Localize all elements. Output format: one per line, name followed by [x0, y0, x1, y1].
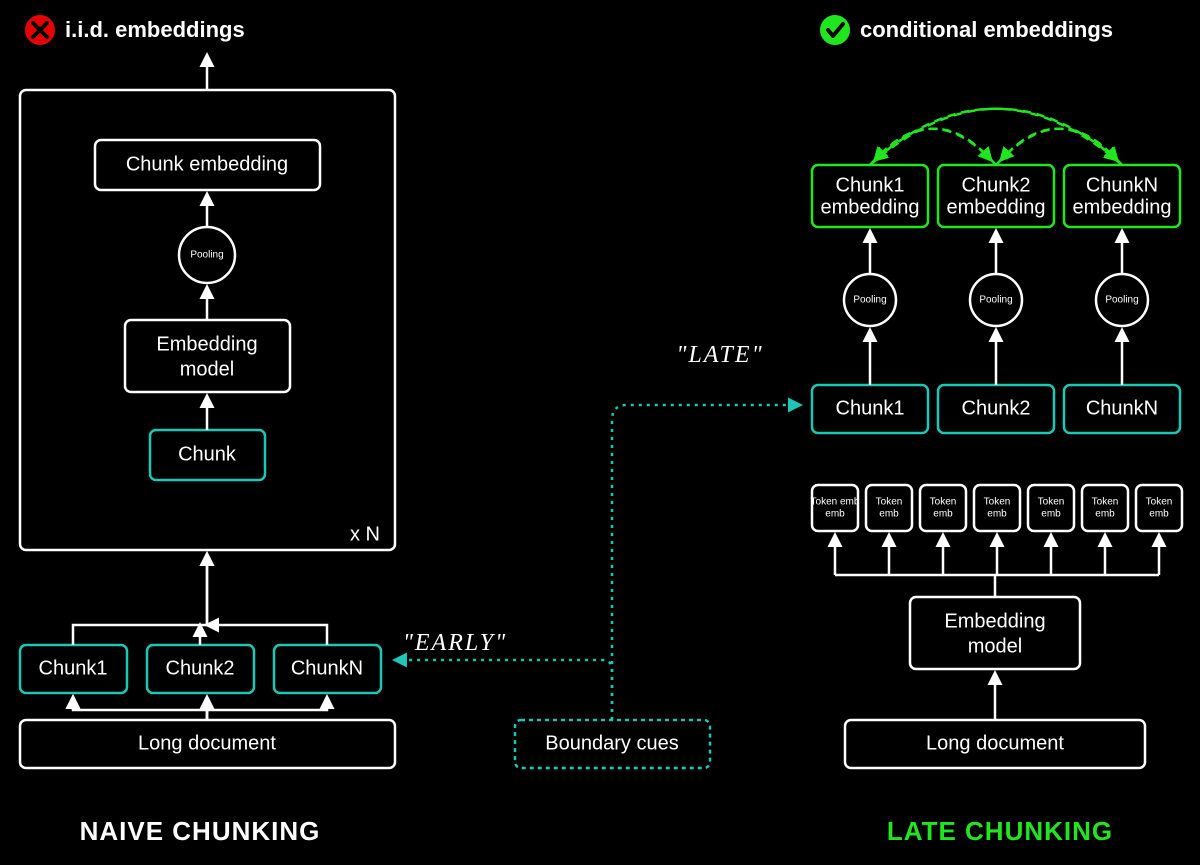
left-embedding-model-label-2: model — [180, 358, 234, 380]
left-pooling-label: Pooling — [190, 250, 223, 261]
svg-text:Chunk1: Chunk1 — [836, 174, 905, 196]
svg-text:Pooling: Pooling — [853, 295, 886, 306]
right-embedding-model-label-2: model — [968, 635, 1022, 657]
early-arrow — [395, 660, 612, 720]
svg-text:ChunkN: ChunkN — [1086, 174, 1158, 196]
right-embedding-model-label-1: Embedding — [944, 610, 1045, 632]
svg-text:Pooling: Pooling — [979, 295, 1012, 306]
badge-iid-label: i.i.d. embeddings — [65, 17, 245, 42]
caption-late: LATE CHUNKING — [887, 816, 1113, 846]
caption-naive: NAIVE CHUNKING — [80, 816, 321, 846]
late-arrow — [612, 405, 800, 720]
svg-text:emb: emb — [879, 509, 899, 520]
svg-text:embedding: embedding — [1073, 196, 1172, 218]
svg-text:Token: Token — [1092, 497, 1119, 508]
right-chunk2-label: Chunk2 — [962, 397, 1031, 419]
svg-text:embedding: embedding — [821, 196, 920, 218]
svg-text:emb: emb — [825, 509, 845, 520]
repeat-multiplier: x N — [350, 523, 380, 545]
left-chunk1-label: Chunk1 — [39, 657, 108, 679]
badge-conditional: conditional embeddings — [820, 15, 1113, 45]
late-annotation: "LATE" — [676, 342, 763, 368]
svg-text:Token: Token — [876, 497, 903, 508]
svg-text:emb: emb — [1095, 509, 1115, 520]
right-embedding-model-box — [910, 597, 1080, 669]
inner-chunk-label: Chunk — [178, 443, 237, 465]
svg-text:Token: Token — [930, 497, 957, 508]
conditional-arcs — [870, 109, 1122, 165]
svg-text:embedding: embedding — [947, 196, 1046, 218]
token-fanout-arrows — [835, 535, 1159, 575]
boundary-cues-label: Boundary cues — [545, 732, 678, 754]
svg-text:emb: emb — [1041, 509, 1061, 520]
right-long-document-label: Long document — [926, 732, 1064, 754]
svg-text:emb: emb — [1149, 509, 1169, 520]
chunk-embedding-label: Chunk embedding — [126, 153, 288, 175]
svg-text:Chunk2: Chunk2 — [962, 174, 1031, 196]
svg-text:Token: Token — [984, 497, 1011, 508]
svg-text:Token: Token — [1146, 497, 1173, 508]
svg-text:emb: emb — [987, 509, 1007, 520]
badge-conditional-label: conditional embeddings — [860, 17, 1113, 42]
left-chunk2-label: Chunk2 — [166, 657, 235, 679]
svg-text:Token emb: Token emb — [811, 497, 860, 508]
left-long-document-label: Long document — [138, 732, 276, 754]
early-annotation: "EARLY" — [403, 630, 507, 656]
right-chunk1-label: Chunk1 — [836, 397, 905, 419]
svg-text:Pooling: Pooling — [1105, 295, 1138, 306]
svg-text:emb: emb — [933, 509, 953, 520]
badge-iid: i.i.d. embeddings — [25, 15, 245, 45]
left-embedding-model-box — [125, 320, 290, 392]
left-chunkN-label: ChunkN — [291, 657, 363, 679]
svg-text:Token: Token — [1038, 497, 1065, 508]
left-embedding-model-label-1: Embedding — [156, 333, 257, 355]
right-chunkN-label: ChunkN — [1086, 397, 1158, 419]
